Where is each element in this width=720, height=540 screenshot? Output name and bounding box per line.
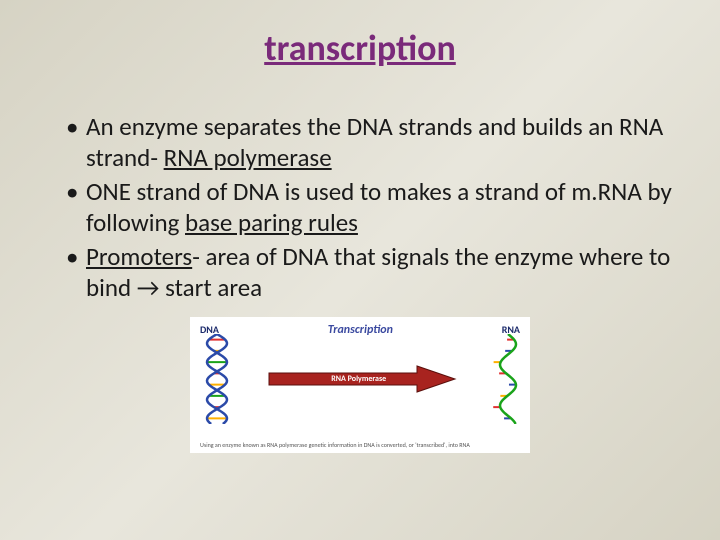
transcription-diagram: DNA Transcription RNA RNA Polymerase [190,317,530,453]
bullet-item: Promoters- area of DNA that signals the … [66,242,672,303]
bullet-text-pre: ONE strand of DNA is used to makes a str… [86,176,672,238]
arrow-container: RNA Polymerase [242,364,482,394]
slide: transcription An enzyme separates the DN… [0,0,720,540]
bullet-item: An enzyme separates the DNA strands and … [66,112,672,173]
bullet-text-underline: base paring rules [185,207,358,238]
diagram-label-transcription: Transcription [328,323,393,337]
rna-strand-icon [490,334,520,424]
bullet-list: An enzyme separates the DNA strands and … [48,112,672,307]
arrow-label: RNA Polymerase [331,374,386,384]
bullet-text-underline: Promoters [86,241,192,272]
slide-title: transcription [48,26,672,70]
diagram-main: RNA Polymerase [200,333,520,425]
diagram-container: DNA Transcription RNA RNA Polymerase [48,317,672,453]
bullet-item: ONE strand of DNA is used to makes a str… [66,177,672,238]
bullet-text-underline: RNA polymerase [164,142,332,173]
diagram-caption: Using an enzyme known as RNA polymerase … [200,442,520,449]
dna-helix-icon [200,334,234,424]
